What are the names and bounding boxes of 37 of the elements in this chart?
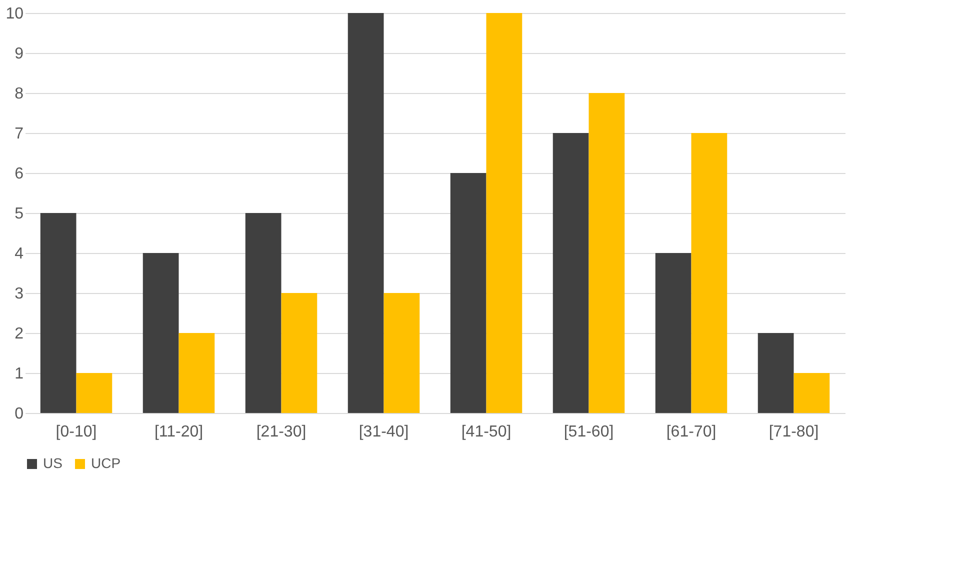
y-tick-label: 2	[14, 326, 24, 342]
y-tick-label: 7	[14, 126, 24, 142]
bar	[486, 13, 522, 413]
y-tick-label: 3	[14, 286, 24, 302]
x-tick-label: [31-40]	[358, 424, 409, 440]
bar	[178, 333, 215, 413]
y-tick-label: 9	[14, 46, 24, 62]
bar	[450, 173, 486, 413]
legend-label: UCP	[91, 455, 121, 471]
bar	[691, 133, 728, 413]
bar	[76, 373, 112, 413]
y-tick-label: 1	[14, 366, 24, 382]
y-tick-label: 8	[14, 86, 24, 102]
bar	[40, 213, 76, 413]
legend-label: US	[43, 455, 62, 471]
x-tick-label: [0-10]	[56, 424, 97, 440]
bar	[794, 373, 830, 413]
y-tick-label: 6	[14, 166, 24, 182]
bar	[281, 293, 318, 413]
x-tick-label: [51-60]	[564, 424, 614, 440]
x-tick-label: [21-30]	[256, 424, 306, 440]
y-tick-label: 5	[14, 206, 24, 222]
bar	[588, 93, 625, 413]
bar	[758, 333, 794, 413]
bar	[142, 253, 179, 413]
y-tick-label: 4	[14, 246, 24, 262]
x-tick-label: [71-80]	[768, 424, 819, 440]
bar	[384, 293, 420, 413]
bar	[245, 213, 282, 413]
y-tick-label: 10	[6, 6, 24, 22]
bar	[348, 13, 384, 413]
bar	[655, 253, 692, 413]
y-tick-label: 0	[14, 406, 24, 422]
x-tick-label: [41-50]	[461, 424, 512, 440]
x-tick-label: [61-70]	[666, 424, 716, 440]
bar	[552, 133, 589, 413]
x-tick-label: [11-20]	[154, 424, 204, 440]
